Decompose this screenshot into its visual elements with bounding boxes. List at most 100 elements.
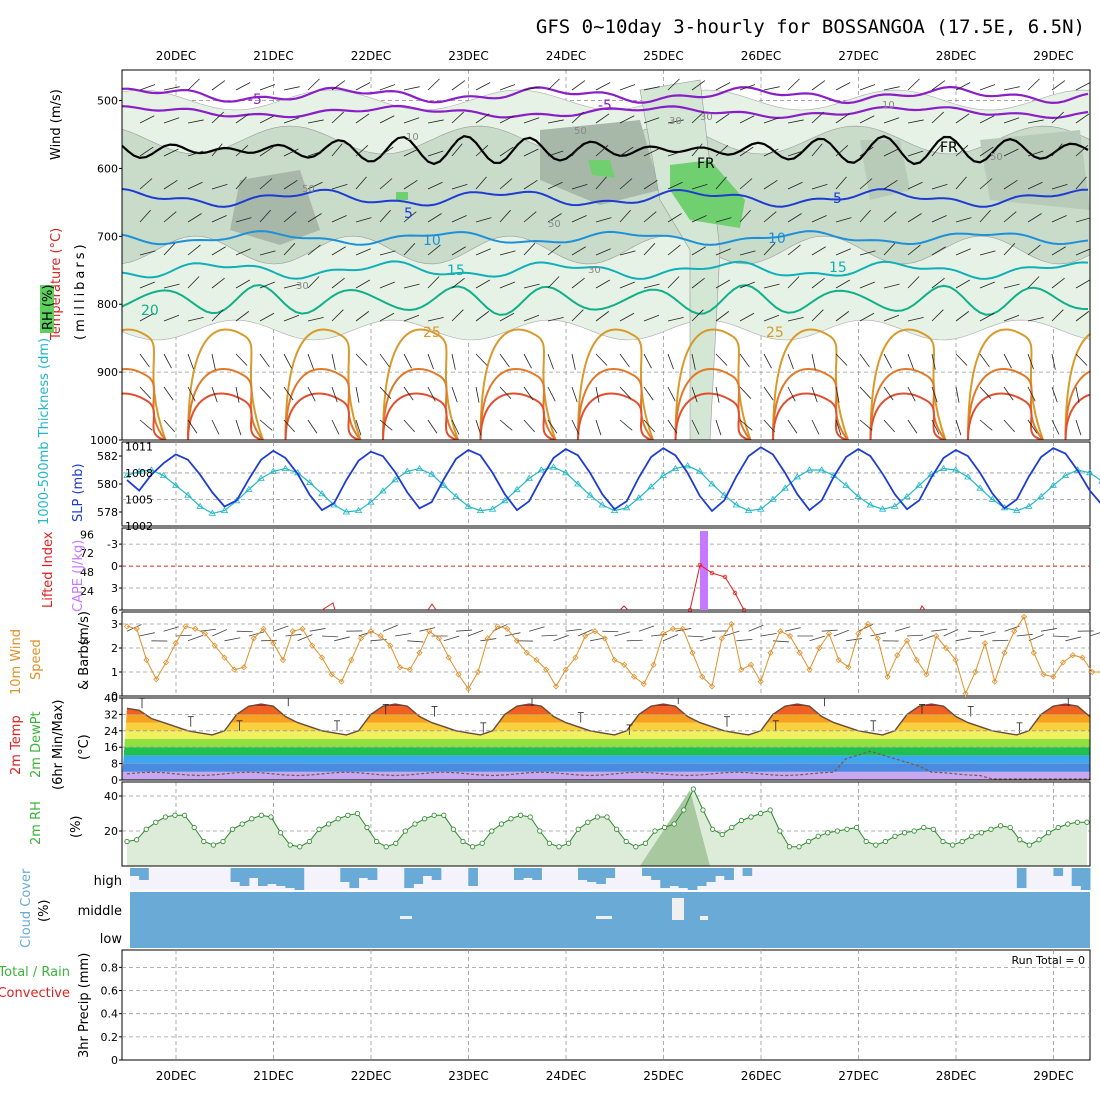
wind-barb [643,386,654,401]
wind-speed-point [484,635,491,642]
wind-barb [283,86,300,91]
wind-barb [307,244,321,256]
thickness-point [683,462,692,469]
thickness-point [147,466,156,473]
wind-barb [259,178,273,190]
wind-barb [1051,419,1060,435]
surface-wind-barb [175,634,192,637]
wind-barb [883,386,894,401]
wind-speed-point [133,625,140,632]
mid-cloud-gap [596,916,612,919]
wind-barb [835,144,849,157]
wind-barb [571,246,586,256]
wind-barb [235,217,252,223]
wind-speed-point [767,649,774,656]
wind-barb [955,217,972,223]
surface-wind-barb [626,639,643,642]
thickness-point [732,501,741,508]
label-10: 10 [768,231,786,247]
rh-point [412,821,418,827]
wind-barb [811,80,826,91]
temp-band [122,690,1090,698]
surface-wind-barb [785,627,801,632]
wind-speed-point [201,630,209,637]
label-fr: FR [697,156,715,172]
ylabel-rh: RH (%) [41,285,56,330]
wind-barb [1051,309,1064,322]
thickness-point [257,474,265,481]
temp-axis: 40 32 24 16 8 0 [104,692,122,787]
wind-barb [259,386,272,399]
cloud-bars [130,868,1091,920]
wind-speed-point [660,630,667,637]
thickness-point [647,483,655,490]
bottom-date-label: 23DEC [448,1069,488,1083]
wind-barb [235,144,249,157]
cape-tick-label: 96 [80,528,94,541]
ylabel-millibars: (millibars) [73,241,88,340]
wind-speed-point [913,656,920,664]
wind-barb [571,111,584,124]
wind-speed-point [786,632,794,640]
wind-barb [475,279,491,289]
wind-speed-point [864,620,872,628]
wind-barb [331,419,340,435]
y-tick-label: 0 [111,690,118,703]
surface-wind-barb [858,624,873,632]
rh-point [287,842,293,848]
wind-barb [187,386,196,402]
wind-barb [187,78,200,91]
wind-barb [859,178,873,190]
rh-point [882,838,889,845]
wind-barb [739,312,755,322]
wind-speed-point [582,632,589,640]
wind-barb [787,78,800,91]
wind-barb [331,386,338,403]
wind-barb [499,209,512,223]
high-cloud-bar [276,868,286,886]
wind-barb [763,314,780,322]
bottom-date-label: 26DEC [741,1069,781,1083]
wind-barb [859,209,872,223]
wind-barb [403,243,416,256]
surface-wind-barb [553,634,569,642]
wind-barb [907,213,922,223]
surface-wind-barb [236,630,253,633]
rh-contour-label: 30 [700,112,713,123]
wind-barb [523,419,536,433]
surface-wind-barb [1089,632,1100,637]
rh-point [537,828,543,834]
rh-point [1026,842,1033,848]
wind-barb [163,86,180,91]
wind-barb [355,144,369,157]
wind-speed-point [884,673,891,680]
rh-point [690,786,697,792]
wind-barb [763,353,772,369]
thickness-point [866,501,875,508]
isotherm-5 [122,188,1088,208]
wind-speed-point [162,659,170,666]
cape-li-panel: -3 0 3 6 96 72 48 24 Lifted Index CAPE (J/kg) [41,527,1091,617]
wind-barb [1027,78,1040,91]
ylabel-2m-rh: 2m RH [29,801,44,845]
top-date-label: 22DEC [351,49,391,63]
thickness-point [525,474,533,481]
wind-barb [259,146,274,157]
wind-barb [187,213,202,223]
rh-point [892,833,898,839]
wind-barb [811,215,827,223]
wind-barb [715,248,731,256]
wind-barb [811,143,823,157]
surface-wind-barb [992,639,1009,642]
wind-speed-point [991,678,998,685]
label-fr: FR [940,140,958,156]
surface-wind-barb [919,634,935,642]
wind-barb [835,419,842,436]
rh-patch [860,140,910,200]
thickness-point [403,467,412,474]
wind-barb [499,419,513,431]
wind-barb [787,386,796,402]
wind-speed-point [416,649,423,656]
wind-barb [907,244,921,256]
wind-barb [715,279,731,289]
